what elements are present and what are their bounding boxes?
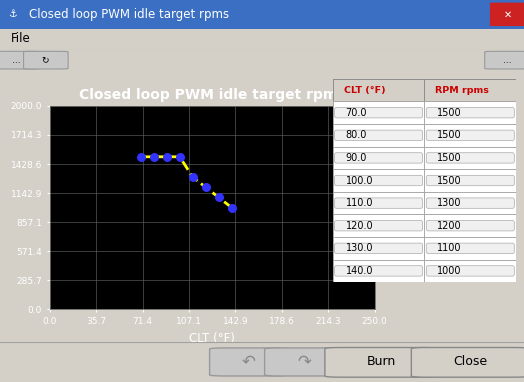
Text: 1200: 1200 [437, 221, 462, 231]
FancyBboxPatch shape [411, 348, 524, 377]
FancyBboxPatch shape [427, 107, 515, 118]
Text: 1000: 1000 [437, 266, 462, 276]
Point [202, 184, 210, 190]
FancyBboxPatch shape [24, 51, 68, 69]
Bar [424, 214, 516, 237]
Point [176, 154, 184, 160]
Text: 1500: 1500 [437, 130, 462, 140]
Text: ↷: ↷ [297, 353, 311, 371]
Bar [333, 214, 424, 237]
FancyBboxPatch shape [427, 198, 515, 208]
Point [189, 174, 197, 180]
Point [214, 194, 223, 201]
FancyBboxPatch shape [334, 220, 422, 231]
FancyBboxPatch shape [0, 51, 39, 69]
Point [137, 154, 145, 160]
FancyBboxPatch shape [427, 130, 515, 141]
Text: ...: ... [13, 56, 21, 65]
FancyBboxPatch shape [334, 175, 422, 186]
Bar [333, 237, 424, 260]
Text: 70.0: 70.0 [346, 108, 367, 118]
X-axis label: CLT (°F): CLT (°F) [189, 332, 235, 345]
Bar [333, 260, 424, 282]
Bar [424, 124, 516, 147]
FancyBboxPatch shape [427, 220, 515, 231]
FancyBboxPatch shape [427, 243, 515, 254]
FancyBboxPatch shape [334, 198, 422, 208]
FancyBboxPatch shape [265, 348, 343, 376]
FancyBboxPatch shape [334, 107, 422, 118]
Text: 80.0: 80.0 [346, 130, 367, 140]
FancyBboxPatch shape [427, 266, 515, 276]
Text: 1500: 1500 [437, 175, 462, 186]
Bar [333, 192, 424, 214]
Point [162, 154, 171, 160]
Text: 1500: 1500 [437, 153, 462, 163]
Text: Closed loop PWM idle target rpms: Closed loop PWM idle target rpms [29, 8, 229, 21]
Text: 140.0: 140.0 [346, 266, 373, 276]
FancyBboxPatch shape [325, 348, 438, 377]
FancyBboxPatch shape [334, 130, 422, 141]
Text: 1500: 1500 [437, 108, 462, 118]
Point [149, 154, 158, 160]
Bar [333, 79, 424, 101]
Text: 130.0: 130.0 [346, 243, 373, 253]
Text: ✕: ✕ [504, 9, 512, 19]
Bar [333, 124, 424, 147]
Bar [424, 260, 516, 282]
Text: ⚓: ⚓ [8, 9, 17, 19]
Bar [333, 147, 424, 169]
Text: 1300: 1300 [437, 198, 462, 208]
Text: ...: ... [503, 56, 511, 65]
Point [227, 205, 236, 211]
Bar [424, 79, 516, 101]
Title: Closed loop PWM idle target rpms: Closed loop PWM idle target rpms [79, 88, 345, 102]
Text: 100.0: 100.0 [346, 175, 373, 186]
Text: Burn: Burn [367, 355, 396, 369]
Text: 90.0: 90.0 [346, 153, 367, 163]
Bar [333, 169, 424, 192]
Bar [424, 192, 516, 214]
Text: RPM rpms: RPM rpms [435, 86, 489, 95]
Text: 1100: 1100 [437, 243, 462, 253]
Bar [424, 237, 516, 260]
FancyBboxPatch shape [427, 153, 515, 163]
FancyBboxPatch shape [334, 243, 422, 254]
Text: CLT (°F): CLT (°F) [344, 86, 385, 95]
Text: File: File [10, 32, 30, 45]
Text: 120.0: 120.0 [346, 221, 373, 231]
Text: ↻: ↻ [42, 56, 49, 65]
FancyBboxPatch shape [210, 348, 288, 376]
Text: Close: Close [453, 355, 488, 369]
Text: 110.0: 110.0 [346, 198, 373, 208]
FancyBboxPatch shape [485, 51, 524, 69]
Bar [424, 147, 516, 169]
Bar [424, 101, 516, 124]
FancyBboxPatch shape [490, 3, 524, 26]
Bar [424, 169, 516, 192]
FancyBboxPatch shape [334, 266, 422, 276]
Text: ↶: ↶ [242, 353, 256, 371]
Bar [333, 101, 424, 124]
FancyBboxPatch shape [334, 153, 422, 163]
FancyBboxPatch shape [427, 175, 515, 186]
